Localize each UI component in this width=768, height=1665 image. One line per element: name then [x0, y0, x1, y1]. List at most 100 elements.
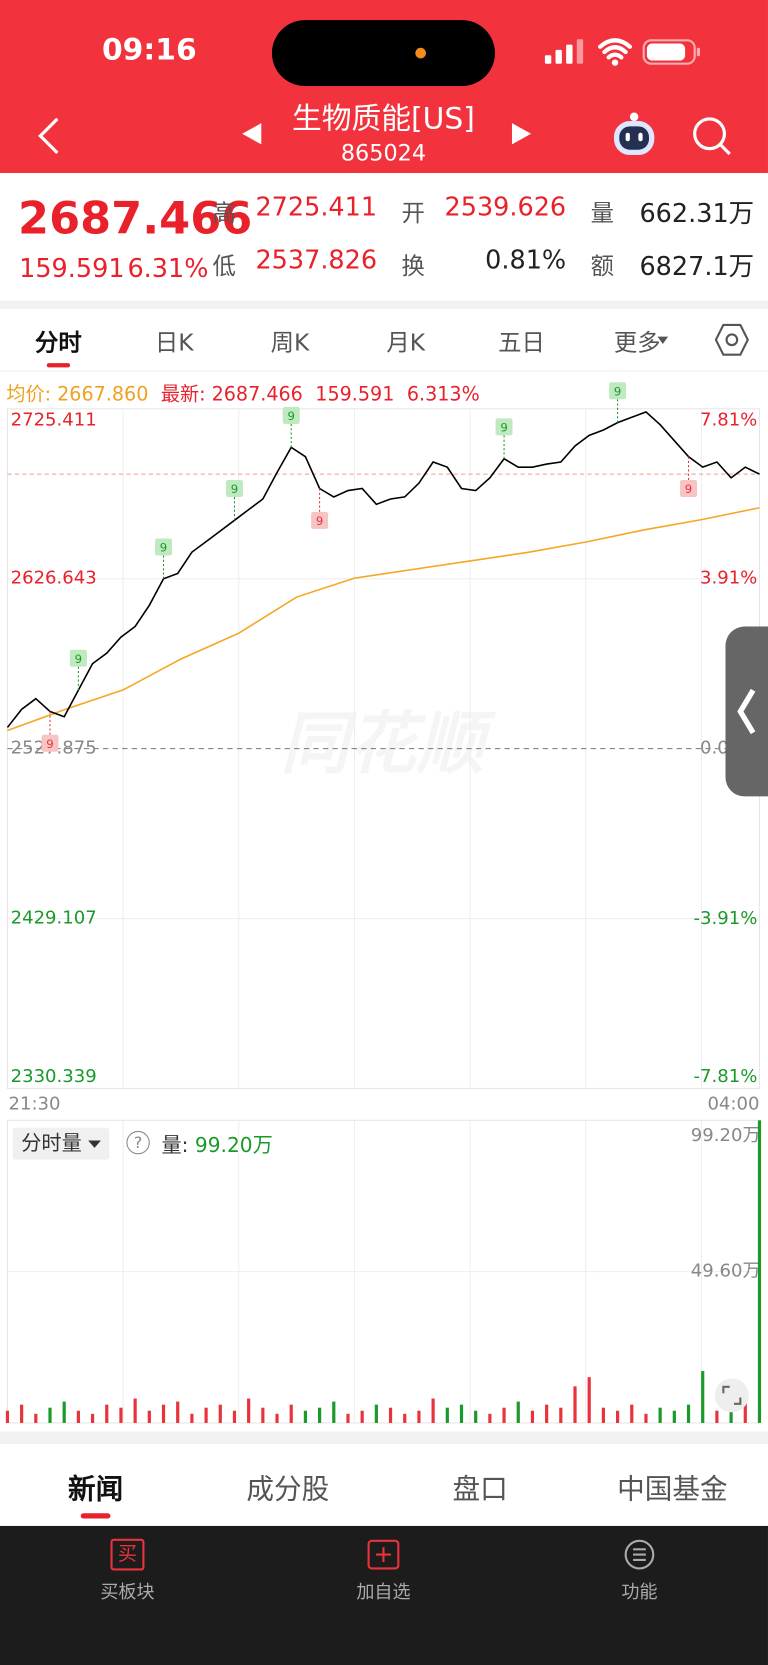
robot-icon[interactable] — [610, 110, 659, 159]
volume-bar — [176, 1401, 180, 1423]
volume-bar — [374, 1404, 378, 1423]
marker-label: 9 — [46, 737, 53, 751]
menu-icon — [624, 1539, 655, 1570]
side-panel[interactable] — [725, 626, 768, 797]
marker-label: 9 — [160, 541, 167, 555]
side-chevron — [737, 688, 756, 735]
volume-bar — [261, 1407, 265, 1423]
volume-bar — [275, 1413, 279, 1423]
y-tick-label: 2725.411 — [11, 410, 97, 431]
camera-dot — [415, 47, 426, 59]
volume-bar — [516, 1401, 520, 1423]
marker-label: 9 — [500, 420, 507, 434]
volume-bar — [204, 1407, 208, 1423]
toolbar-label: 买板块 — [100, 1582, 155, 1604]
volume-bar — [701, 1371, 705, 1423]
volume-bar — [644, 1413, 648, 1423]
quote-change-pct: 6.31% — [127, 253, 209, 284]
marker-box — [225, 479, 243, 497]
y2-tick-label: -7.81% — [693, 1066, 757, 1087]
field-label: 低 — [212, 253, 236, 281]
x-label: 04:00 — [707, 1093, 759, 1114]
help-icon[interactable]: ? — [126, 1130, 150, 1155]
separator — [0, 1431, 768, 1445]
toolbar-item[interactable]: 买 买板块 — [64, 1538, 191, 1604]
marker-box — [680, 480, 698, 498]
nav-code: 865024 — [340, 140, 427, 166]
volume-bar — [502, 1407, 506, 1423]
bottom-tab[interactable]: 中国基金 — [617, 1473, 728, 1506]
avg-line — [7, 506, 760, 732]
y-tick-label: 2330.339 — [11, 1066, 97, 1087]
tab-bar: 分时 日K 周K 月K 五日 更多 — [0, 309, 768, 372]
volume-bar — [658, 1407, 662, 1423]
settings-icon[interactable] — [714, 322, 750, 358]
volume-bar — [133, 1398, 137, 1423]
volume-bar — [62, 1401, 66, 1423]
tab[interactable]: 日K — [154, 330, 194, 357]
marker-label: 9 — [614, 384, 621, 398]
marker-box — [155, 538, 173, 556]
watermark: 同花顺 — [280, 705, 496, 784]
nav-title: 生物质能[US] — [292, 100, 475, 136]
expand-icon[interactable] — [714, 1378, 749, 1413]
volume-bar — [218, 1404, 222, 1423]
volume-bar — [545, 1404, 549, 1423]
volume-bar — [76, 1410, 80, 1423]
volume-bar — [459, 1404, 464, 1423]
x-label: 21:30 — [8, 1093, 60, 1114]
volume-button[interactable]: 分时量 — [12, 1127, 110, 1160]
tab[interactable]: 五日 — [498, 330, 545, 357]
field-label: 换 — [401, 253, 425, 281]
add-icon — [367, 1539, 400, 1570]
volume-bar — [630, 1404, 634, 1423]
avg-price: 均价: 2667.860 — [6, 383, 149, 406]
next-button[interactable] — [510, 121, 533, 146]
volume-bar — [346, 1413, 350, 1423]
toolbar: 买 买板块 加自选 功能 — [0, 1525, 768, 1665]
latest-change: 159.591 — [315, 383, 395, 406]
y-tick-label: 49.60万 — [691, 1261, 761, 1282]
back-button[interactable] — [32, 115, 64, 157]
hexagon — [714, 323, 749, 356]
tab[interactable]: 周K — [270, 330, 310, 357]
field-label: 量 — [590, 200, 614, 228]
field-value: 2725.411 — [255, 192, 378, 222]
hexagon-center — [725, 333, 739, 347]
status-time: 09:16 — [101, 31, 197, 67]
tab-indicator — [80, 1513, 111, 1519]
quote-price: 2687.466 — [18, 192, 253, 245]
volume-bar — [190, 1413, 194, 1423]
volume-bar — [729, 1407, 733, 1423]
marker-label: 9 — [685, 482, 692, 496]
tab[interactable]: 月K — [386, 330, 426, 357]
volume-info: 量: 99.20万 — [161, 1130, 272, 1159]
latest-price: 最新: 2687.466 — [160, 383, 303, 406]
volume-bar — [232, 1410, 237, 1423]
toolbar-label: 加自选 — [356, 1582, 411, 1604]
search-icon[interactable] — [690, 115, 732, 157]
tab[interactable]: 分时 — [35, 330, 82, 357]
bottom-tab[interactable]: 盘口 — [452, 1473, 508, 1506]
marker-box — [41, 734, 59, 752]
volume-bar — [757, 1120, 762, 1423]
volume-bar — [388, 1407, 393, 1423]
prev-button[interactable] — [240, 121, 263, 146]
volume-bar — [90, 1413, 95, 1423]
toolbar-item[interactable]: 加自选 — [320, 1539, 447, 1604]
tab[interactable]: 更多 — [613, 330, 661, 357]
volume-bar — [289, 1404, 293, 1423]
volume-bar — [672, 1410, 676, 1423]
latest-pct: 6.313% — [406, 383, 480, 406]
volume-button-label: 分时量 — [21, 1131, 82, 1156]
marker-label: 9 — [316, 514, 323, 528]
volume-bar — [587, 1377, 591, 1423]
toolbar-item[interactable]: 功能 — [576, 1539, 703, 1603]
volume-bar — [360, 1410, 364, 1423]
bottom-tab[interactable]: 成分股 — [246, 1473, 330, 1506]
volume-bar — [5, 1410, 10, 1423]
field-value: 0.81% — [485, 245, 567, 276]
bottom-tabs: 新闻 成分股 盘口 中国基金 — [0, 1444, 768, 1526]
dropdown-arrow — [657, 336, 669, 350]
bottom-tab[interactable]: 新闻 — [67, 1473, 124, 1506]
